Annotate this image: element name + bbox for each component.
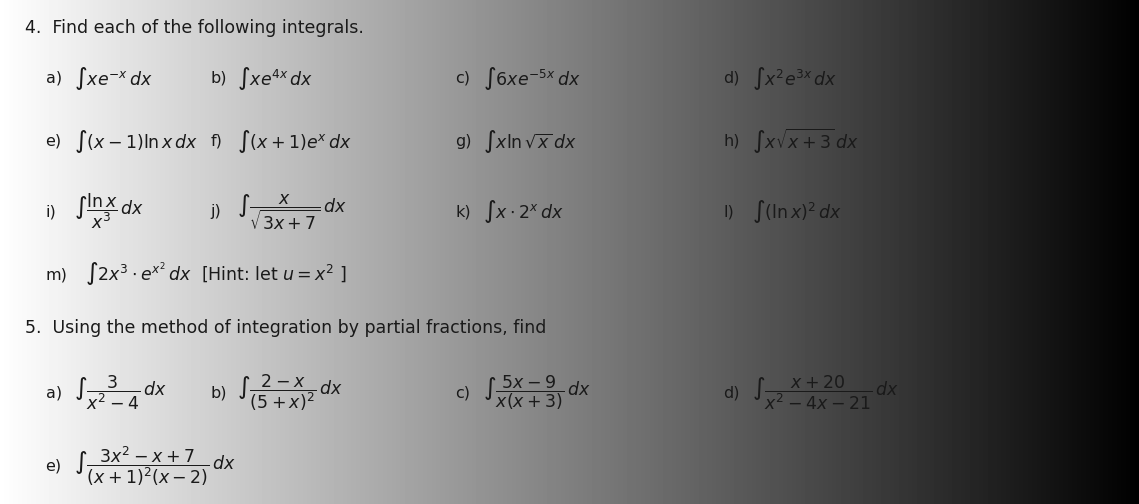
Text: $\int x\ln\sqrt{x}\,dx$: $\int x\ln\sqrt{x}\,dx$ — [483, 128, 576, 155]
Text: e): e) — [46, 134, 62, 149]
Text: c): c) — [456, 386, 470, 401]
Text: f): f) — [211, 134, 222, 149]
Text: $\int 2x^3 \cdot e^{x^2}\,dx$  [Hint: let $u=x^2$ ]: $\int 2x^3 \cdot e^{x^2}\,dx$ [Hint: let… — [85, 261, 347, 289]
Text: $\int x^2 e^{3x}\,dx$: $\int x^2 e^{3x}\,dx$ — [752, 65, 837, 92]
Text: a): a) — [46, 386, 62, 401]
Text: j): j) — [211, 204, 221, 219]
Text: $\int xe^{-x}\,dx$: $\int xe^{-x}\,dx$ — [74, 65, 153, 92]
Text: $\int 6xe^{-5x}\,dx$: $\int 6xe^{-5x}\,dx$ — [483, 65, 581, 92]
Text: d): d) — [723, 386, 739, 401]
Text: i): i) — [46, 204, 56, 219]
Text: m): m) — [46, 267, 67, 282]
Text: b): b) — [211, 71, 227, 86]
Text: $\int (x-1)\ln x\,dx$: $\int (x-1)\ln x\,dx$ — [74, 128, 198, 155]
Text: 5.  Using the method of integration by partial fractions, find: 5. Using the method of integration by pa… — [25, 319, 547, 337]
Text: $\int \dfrac{5x-9}{x(x+3)}\,dx$: $\int \dfrac{5x-9}{x(x+3)}\,dx$ — [483, 374, 591, 412]
Text: $\int \dfrac{2-x}{(5+x)^2}\,dx$: $\int \dfrac{2-x}{(5+x)^2}\,dx$ — [237, 373, 343, 413]
Text: $\int (\ln x)^2\,dx$: $\int (\ln x)^2\,dx$ — [752, 198, 842, 225]
Text: $\int \dfrac{\ln x}{x^3}\,dx$: $\int \dfrac{\ln x}{x^3}\,dx$ — [74, 192, 145, 231]
Text: d): d) — [723, 71, 739, 86]
Text: $\int \dfrac{x}{\sqrt{3x+7}}\,dx$: $\int \dfrac{x}{\sqrt{3x+7}}\,dx$ — [237, 192, 346, 232]
Text: $\int \dfrac{3}{x^2-4}\,dx$: $\int \dfrac{3}{x^2-4}\,dx$ — [74, 374, 167, 412]
Text: l): l) — [723, 204, 734, 219]
Text: c): c) — [456, 71, 470, 86]
Text: a): a) — [46, 71, 62, 86]
Text: $\int \dfrac{3x^2-x+7}{(x+1)^2(x-2)}\,dx$: $\int \dfrac{3x^2-x+7}{(x+1)^2(x-2)}\,dx… — [74, 445, 236, 488]
Text: b): b) — [211, 386, 227, 401]
Text: h): h) — [723, 134, 739, 149]
Text: $\int x\cdot 2^{x}\,dx$: $\int x\cdot 2^{x}\,dx$ — [483, 198, 564, 225]
Text: 4.  Find each of the following integrals.: 4. Find each of the following integrals. — [25, 19, 364, 37]
Text: g): g) — [456, 134, 472, 149]
Text: $\int (x+1)e^{x}\,dx$: $\int (x+1)e^{x}\,dx$ — [237, 128, 352, 155]
Text: $\int xe^{4x}\,dx$: $\int xe^{4x}\,dx$ — [237, 65, 313, 92]
Text: $\int \dfrac{x+20}{x^2-4x-21}\,dx$: $\int \dfrac{x+20}{x^2-4x-21}\,dx$ — [752, 374, 899, 412]
Text: e): e) — [46, 459, 62, 474]
Text: k): k) — [456, 204, 472, 219]
Text: $\int x\sqrt{x+3}\,dx$: $\int x\sqrt{x+3}\,dx$ — [752, 127, 859, 156]
